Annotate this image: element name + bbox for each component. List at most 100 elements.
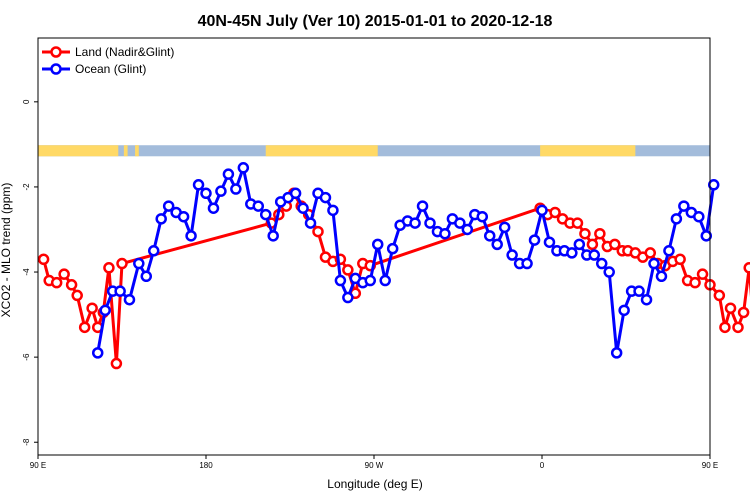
data-point-ocean [498,221,511,234]
data-point-ocean [327,204,339,217]
data-point-land [674,253,686,266]
data-point-ocean [663,245,675,257]
data-point-land [586,238,599,251]
data-point-land [78,321,91,334]
data-point-ocean [678,200,690,212]
data-point-ocean [267,230,279,242]
data-point-ocean [155,213,167,225]
data-point-ocean [439,227,451,240]
series-ocean [91,162,720,359]
data-point-ocean [483,230,496,242]
data-point-ocean [573,238,586,251]
data-point-land [58,268,70,280]
data-point-ocean [655,270,668,283]
data-point-ocean [364,274,377,287]
data-point-ocean [476,210,489,223]
data-point-ocean [416,200,429,212]
data-point-ocean [252,200,265,212]
data-point-ocean [91,347,104,359]
data-point-land [724,302,737,314]
data-point-land [103,262,115,274]
data-point-land [342,264,354,276]
data-point-ocean [409,217,421,229]
data-point-ocean [528,234,541,246]
x-axis-label: Longitude (deg E) [327,477,422,491]
series-layer [37,162,750,370]
data-point-land [732,321,744,334]
data-point-ocean [123,293,136,306]
data-point-ocean [371,238,384,251]
data-point-ocean [595,257,608,270]
data-point-land [110,357,123,370]
data-point-ocean [461,223,474,236]
y-tick-label: -6 [22,353,31,361]
data-point-land [50,276,63,289]
data-point-land [719,321,731,334]
data-point-ocean [207,202,220,214]
legend-label-ocean: Ocean (Glint) [75,62,146,76]
data-point-ocean [506,249,518,261]
data-point-land [312,225,324,238]
x-tick-label: 180 [199,461,213,470]
data-point-ocean [114,285,126,297]
data-point-ocean [491,238,503,251]
x-tick-label: 90 E [702,461,718,470]
data-point-ocean [543,236,556,248]
data-point-ocean [618,304,630,317]
data-point-ocean [297,202,309,214]
data-point-ocean [670,213,683,225]
data-point-land [37,253,50,266]
data-point-ocean [633,285,645,297]
land-ocean-strip [38,145,710,157]
data-point-ocean [177,210,190,223]
data-point-land [609,238,621,251]
data-point-ocean [386,242,399,255]
y-tick-label: -4 [22,268,31,276]
data-point-ocean [588,249,601,261]
data-point-land [71,289,83,302]
series-line-ocean [96,166,716,355]
land-segment [265,145,378,157]
data-point-ocean [237,162,250,174]
data-point-ocean [259,208,272,221]
data-point-ocean [133,257,145,270]
data-point-ocean [536,204,548,217]
data-point-ocean [521,257,533,270]
data-point-ocean [222,168,235,180]
y-tick-label: -8 [22,438,31,446]
y-tick-label: 0 [22,99,31,104]
data-point-ocean [707,179,720,191]
data-point-land [737,306,750,319]
data-point-ocean [99,304,111,317]
data-point-ocean [610,347,623,359]
data-point-ocean [200,187,212,200]
x-tick-label: 0 [540,461,545,470]
data-point-land [86,302,98,314]
data-point-ocean [566,247,578,259]
y-axis-label: XCO2 - MLO trend (ppm) [0,183,13,318]
data-point-land [116,257,128,270]
data-point-ocean [230,183,242,195]
x-tick-label: 90 E [30,461,46,470]
data-point-ocean [693,210,705,223]
data-point-ocean [424,217,436,229]
data-point-ocean [334,274,347,287]
data-point-ocean [304,217,317,229]
data-point-ocean [140,270,153,283]
data-point-ocean [215,185,227,197]
data-point-ocean [289,187,302,200]
chart-title: 40N-45N July (Ver 10) 2015-01-01 to 2020… [198,13,553,30]
data-point-ocean [700,230,713,242]
land-segment [38,145,119,157]
land-segment [123,145,128,157]
y-tick-label: -2 [22,183,31,191]
data-point-land [571,217,584,229]
data-point-ocean [342,291,354,304]
data-point-land [579,227,591,240]
x-tick-label: 90 W [365,461,384,470]
land-segment [135,145,139,157]
legend-label-land: Land (Nadir&Glint) [75,45,174,59]
data-point-land [65,279,78,291]
